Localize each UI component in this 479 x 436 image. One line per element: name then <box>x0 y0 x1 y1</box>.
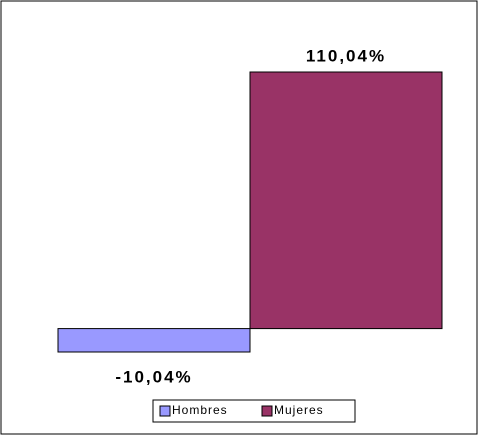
bar <box>249 71 443 330</box>
legend: Hombres Mujeres <box>159 403 324 417</box>
plot: -10,04% 110,04% <box>57 46 443 386</box>
value-label: -10,04% <box>115 367 192 386</box>
legend-box <box>152 399 356 423</box>
value-label: 110,04% <box>306 46 386 65</box>
legend-label: Hombres <box>172 403 228 417</box>
legend-swatch <box>261 405 273 417</box>
legend-swatch <box>159 405 171 417</box>
legend-label: Mujeres <box>274 403 324 417</box>
bar <box>57 328 251 353</box>
